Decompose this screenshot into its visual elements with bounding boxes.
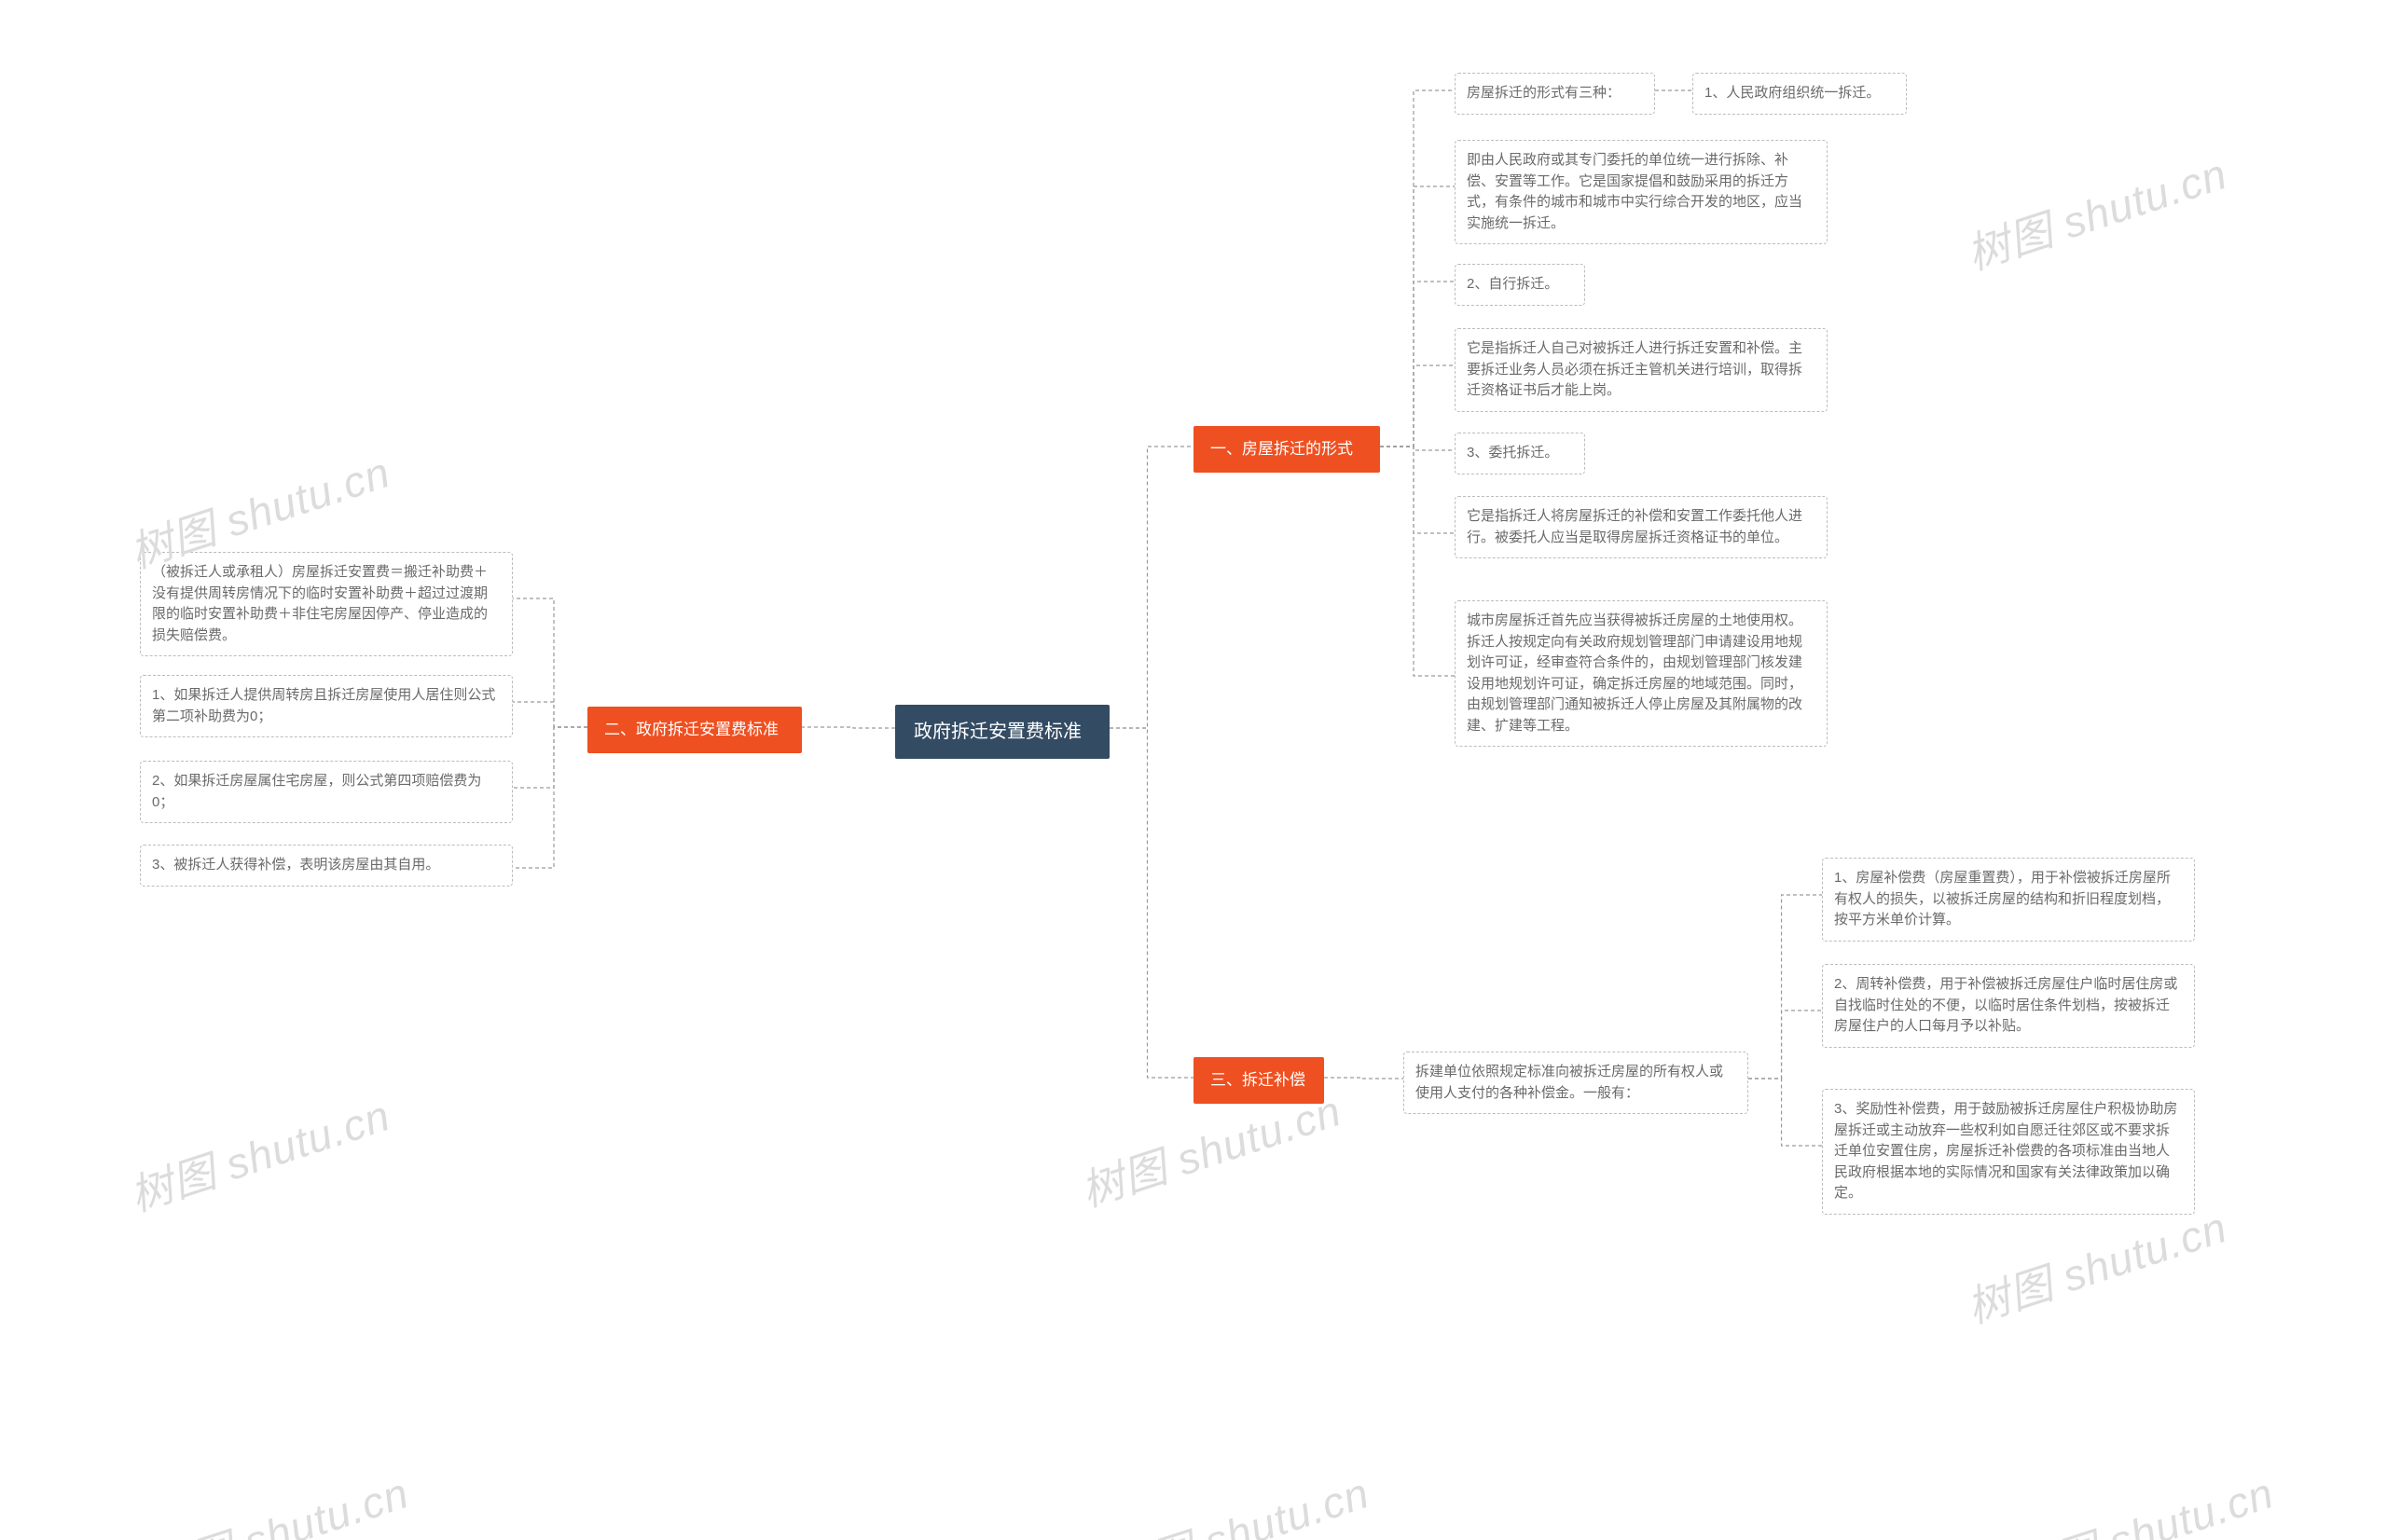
watermark: 树图 shutu.cn xyxy=(121,1081,397,1223)
leaf-node: 1、如果拆迁人提供周转房且拆迁房屋使用人居住则公式第二项补助费为0； xyxy=(140,675,513,737)
connector xyxy=(513,598,587,727)
connector xyxy=(1380,447,1455,676)
watermark: 树图 shutu.cn xyxy=(1958,140,2234,282)
connector xyxy=(513,727,587,788)
root-node: 政府拆迁安置费标准 xyxy=(895,705,1110,759)
leaf-node: 它是指拆迁人将房屋拆迁的补偿和安置工作委托他人进行。被委托人应当是取得房屋拆迁资… xyxy=(1455,496,1828,558)
connector xyxy=(1380,447,1455,450)
connector xyxy=(1380,282,1455,447)
leaf-node: 2、自行拆迁。 xyxy=(1455,264,1585,306)
watermark: 树图 shutu.cn xyxy=(140,1459,416,1540)
leaf-node: 2、如果拆迁房屋属住宅房屋，则公式第四项赔偿费为0； xyxy=(140,761,513,823)
connector xyxy=(802,727,895,728)
connector xyxy=(1748,895,1822,1079)
connector xyxy=(1380,447,1455,533)
branch-node: 二、政府拆迁安置费标准 xyxy=(587,707,802,753)
leaf-node: （被拆迁人或承租人）房屋拆迁安置费＝搬迁补助费＋没有提供周转房情况下的临时安置补… xyxy=(140,552,513,656)
watermark: 树图 shutu.cn xyxy=(2005,1459,2281,1540)
leaf-node: 3、奖励性补偿费，用于鼓励被拆迁房屋住户积极协助房屋拆迁或主动放弃一些权利如自愿… xyxy=(1822,1089,2195,1215)
leaf-node: 3、委托拆迁。 xyxy=(1455,433,1585,474)
connector xyxy=(1380,90,1455,447)
leaf-node: 拆建单位依照规定标准向被拆迁房屋的所有权人或使用人支付的各种补偿金。一般有： xyxy=(1403,1052,1748,1114)
branch-node: 一、房屋拆迁的形式 xyxy=(1194,426,1380,473)
leaf-node: 它是指拆迁人自己对被拆迁人进行拆迁安置和补偿。主要拆迁业务人员必须在拆迁主管机关… xyxy=(1455,328,1828,412)
watermark: 树图 shutu.cn xyxy=(1958,1193,2234,1335)
watermark: 树图 shutu.cn xyxy=(1100,1459,1376,1540)
leaf-node: 房屋拆迁的形式有三种： xyxy=(1455,73,1655,115)
connector xyxy=(1110,447,1194,728)
connector xyxy=(1380,365,1455,447)
leaf-node: 城市房屋拆迁首先应当获得被拆迁房屋的土地使用权。拆迁人按规定向有关政府规划管理部… xyxy=(1455,600,1828,747)
connector xyxy=(1748,1011,1822,1079)
leaf-node: 3、被拆迁人获得补偿，表明该房屋由其自用。 xyxy=(140,845,513,887)
connector xyxy=(1380,186,1455,447)
connector xyxy=(513,702,587,727)
connector xyxy=(1110,728,1194,1078)
connector xyxy=(513,727,587,868)
leaf-node: 即由人民政府或其专门委托的单位统一进行拆除、补偿、安置等工作。它是国家提倡和鼓励… xyxy=(1455,140,1828,244)
leaf-node: 1、人民政府组织统一拆迁。 xyxy=(1692,73,1907,115)
connector xyxy=(1324,1078,1403,1079)
connector xyxy=(1748,1079,1822,1146)
leaf-node: 2、周转补偿费，用于补偿被拆迁房屋住户临时居住房或自找临时住处的不便，以临时居住… xyxy=(1822,964,2195,1048)
branch-node: 三、拆迁补偿 xyxy=(1194,1057,1324,1104)
leaf-node: 1、房屋补偿费（房屋重置费），用于补偿被拆迁房屋所有权人的损失，以被拆迁房屋的结… xyxy=(1822,858,2195,942)
